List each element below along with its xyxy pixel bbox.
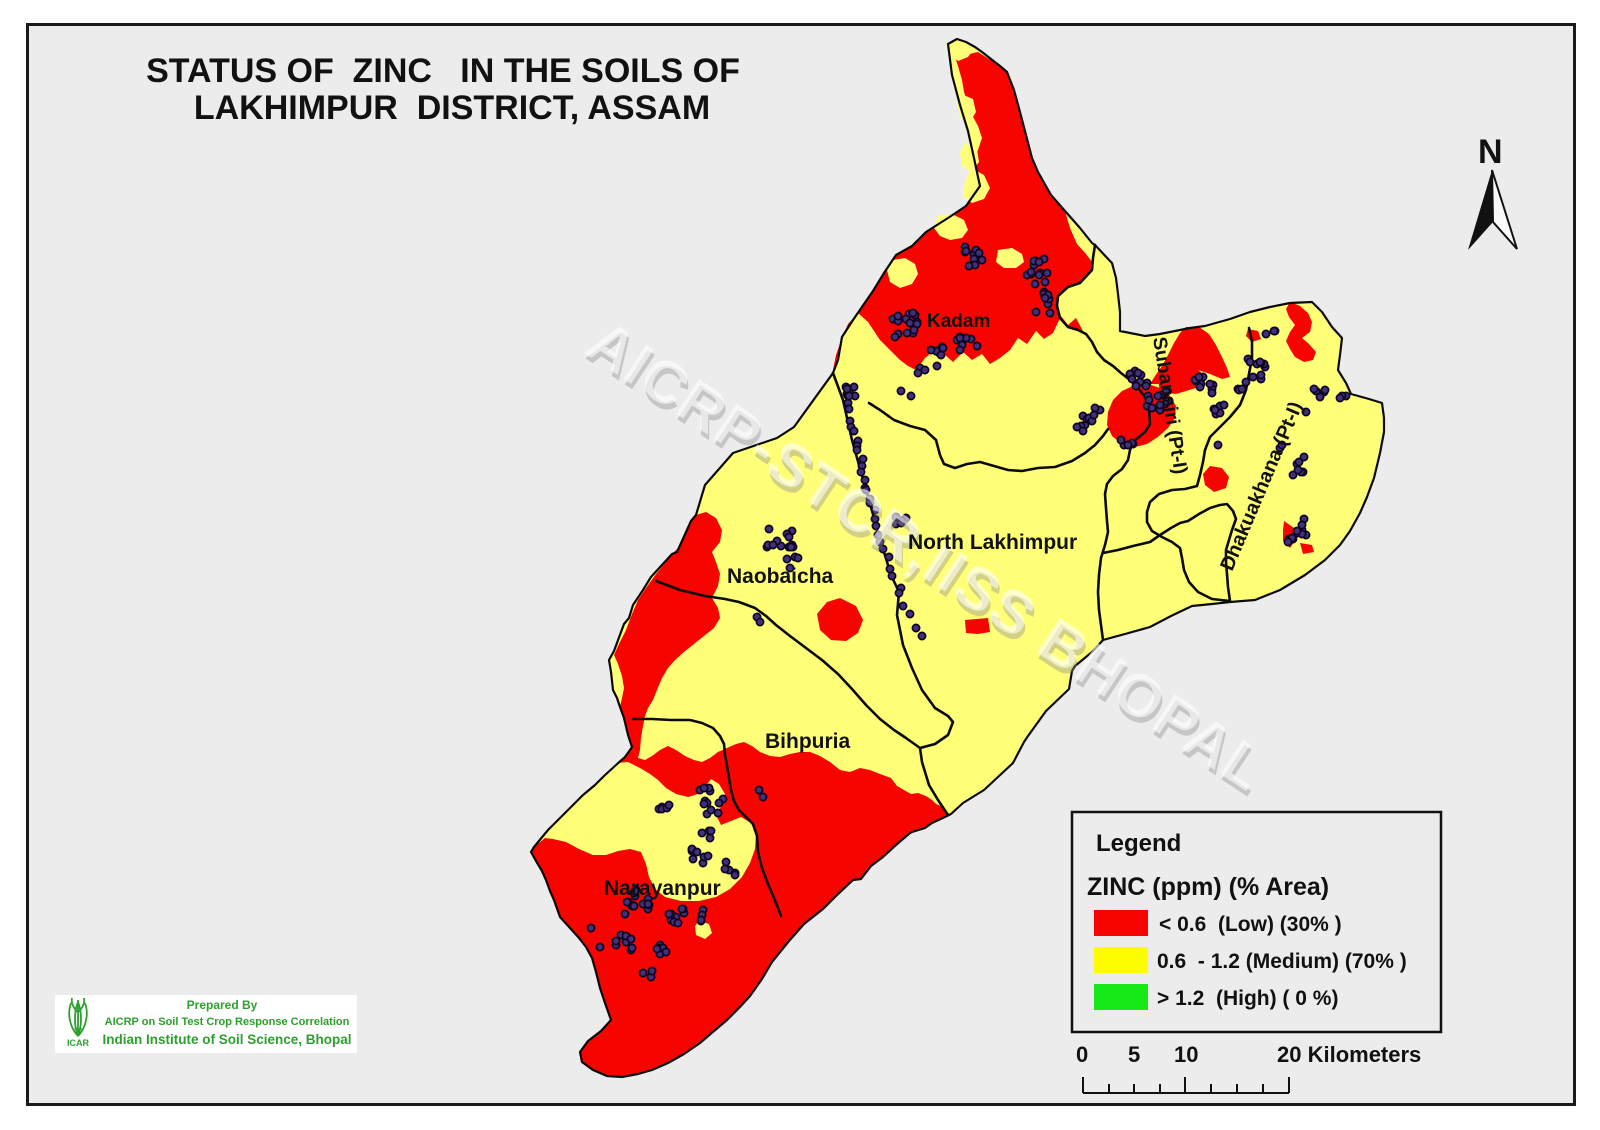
svg-text:5: 5 [1128,1042,1140,1067]
svg-text:AICRP on Soil Test Crop Respon: AICRP on Soil Test Crop Response Correla… [105,1016,350,1028]
svg-text:20 Kilometers: 20 Kilometers [1277,1042,1421,1067]
svg-text:N: N [1478,133,1503,171]
svg-text:North Lakhimpur: North Lakhimpur [908,531,1077,554]
svg-text:Naobaicha: Naobaicha [727,565,834,588]
svg-text:Bihpuria: Bihpuria [765,730,850,753]
svg-text:Indian Institute of Soil Scien: Indian Institute of Soil Science, Bhopal [102,1032,351,1047]
svg-text:LAKHIMPUR DISTRICT, ASSAM: LAKHIMPUR DISTRICT, ASSAM [194,89,710,127]
svg-text:0: 0 [1076,1042,1088,1067]
svg-text:लल: लल [74,1028,83,1034]
svg-text:Narayanpur: Narayanpur [604,877,721,900]
svg-text:Prepared By: Prepared By [187,998,258,1012]
svg-text:< 0.6 (Low) (30% ): < 0.6 (Low) (30% ) [1159,913,1342,936]
svg-text:10: 10 [1174,1042,1198,1067]
svg-text:> 1.2 (High) ( 0 %): > 1.2 (High) ( 0 %) [1157,987,1338,1010]
svg-text:Kadam: Kadam [927,311,990,332]
svg-text:ICAR: ICAR [67,1038,89,1048]
svg-text:0.6 - 1.2 (Medium) (70% ): 0.6 - 1.2 (Medium) (70% ) [1157,950,1407,973]
svg-text:ZINC (ppm) (% Area): ZINC (ppm) (% Area) [1087,873,1329,901]
svg-text:Legend: Legend [1096,830,1181,857]
svg-text:STATUS OF ZINC IN THE SOILS: STATUS OF ZINC IN THE SOILS OF [146,52,740,90]
